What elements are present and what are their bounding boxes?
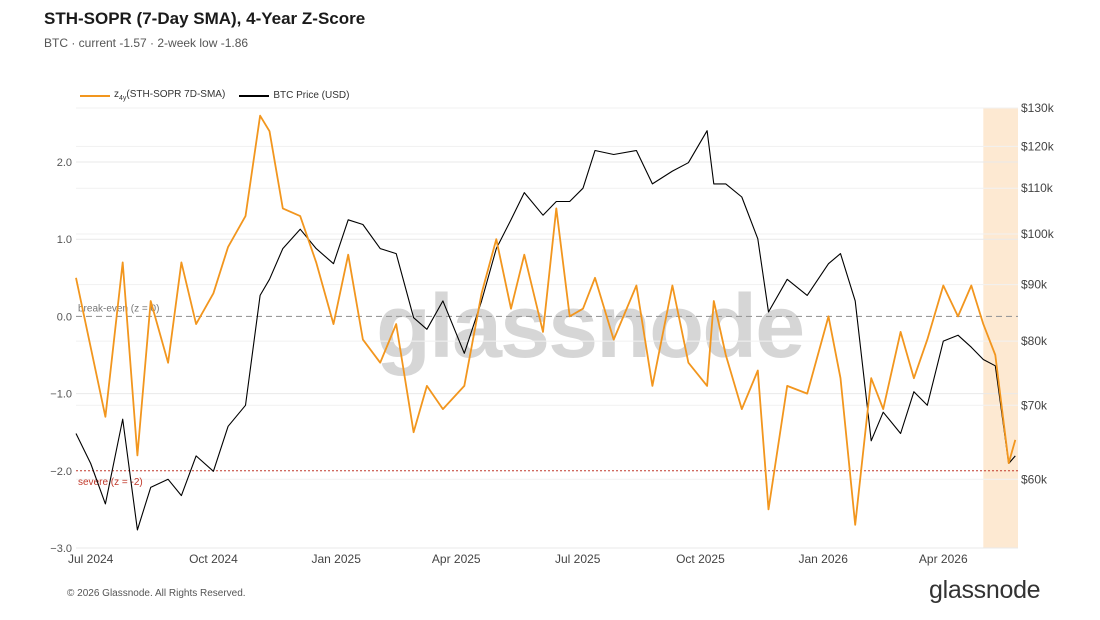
- series-line-zscore: [75, 114, 1017, 526]
- x-tick-label: Oct 2024: [189, 552, 238, 566]
- y-right-tick-label: $110k: [1021, 181, 1054, 195]
- x-tick-label: Jul 2025: [555, 552, 601, 566]
- y-left-tick-label: −2.0: [50, 466, 72, 478]
- chart-legend: z4y(STH-SOPR 7D-SMA) BTC Price (USD): [80, 89, 349, 102]
- x-tick-label: Jan 2025: [311, 552, 361, 566]
- x-tick-label: Jan 2026: [799, 552, 849, 566]
- x-tick-label: Apr 2026: [919, 552, 968, 566]
- x-tick-label: Oct 2025: [676, 552, 725, 566]
- legend-swatch-price: [239, 94, 270, 97]
- y-right-tick-label: $60k: [1021, 472, 1048, 486]
- glassnode-logo[interactable]: glassnode: [929, 576, 1041, 604]
- copyright: © 2026 Glassnode. All Rights Reserved.: [67, 588, 246, 599]
- legend-label-price: BTC Price (USD): [273, 90, 350, 101]
- breakeven-label: break-even (z = 0): [78, 303, 159, 314]
- y-right-tick-label: $120k: [1021, 139, 1055, 153]
- y-right-tick-label: $90k: [1021, 278, 1048, 292]
- y-right-tick-label: $80k: [1021, 334, 1048, 348]
- legend-item-price[interactable]: BTC Price (USD): [239, 90, 349, 101]
- legend-label-zscore: z4y(STH-SOPR 7D-SMA): [114, 89, 226, 102]
- legend-item-zscore[interactable]: z4y(STH-SOPR 7D-SMA): [80, 89, 225, 102]
- y-left-tick-label: 1.0: [57, 234, 72, 246]
- y-left-tick-label: −3.0: [50, 543, 72, 555]
- y-left-tick-label: 0.0: [57, 311, 72, 323]
- y-right-tick-label: $100k: [1021, 227, 1055, 241]
- severe-label: severe (z = -2): [78, 477, 143, 488]
- chart-subtitle: BTC · current -1.57 · 2-week low -1.86: [44, 36, 249, 50]
- x-tick-label: Apr 2025: [432, 552, 481, 566]
- y-left-tick-label: 2.0: [57, 157, 72, 169]
- y-right-tick-label: $130k: [1021, 101, 1055, 115]
- y-right-tick-label: $70k: [1021, 398, 1048, 412]
- chart-title: STH-SOPR (7-Day SMA), 4-Year Z-Score: [44, 9, 366, 28]
- y-left-tick-label: −1.0: [50, 389, 72, 401]
- series-line-btc-price: [75, 130, 1016, 531]
- recent-period-highlight: [983, 108, 1018, 548]
- x-tick-label: Jul 2024: [68, 552, 114, 566]
- legend-swatch-zscore: [80, 94, 110, 97]
